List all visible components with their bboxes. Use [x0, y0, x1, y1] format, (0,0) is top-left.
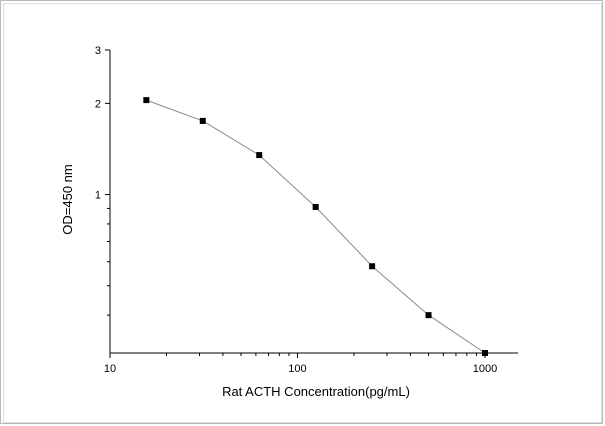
data-point	[312, 203, 319, 210]
data-point	[481, 350, 488, 356]
x-tick-label: 1000	[473, 363, 497, 375]
data-point	[369, 263, 376, 270]
chart-axes	[109, 50, 518, 354]
x-ticks: 10 100 1000	[104, 353, 497, 375]
y-tick-label: 2	[95, 98, 101, 110]
y-axis-title: OD=450 nm	[60, 164, 75, 234]
x-axis-title: Rat ACTH Concentration(pg/mL)	[222, 384, 410, 399]
x-tick-label: 100	[288, 363, 306, 375]
y-tick-label: 1	[95, 190, 101, 202]
x-tick-label: 10	[104, 363, 116, 375]
data-point	[256, 152, 263, 159]
data-point	[199, 117, 206, 124]
series-line	[146, 99, 486, 354]
data-point	[425, 312, 432, 319]
chart-frame-inner	[3, 3, 602, 423]
series-points	[143, 97, 488, 356]
y-ticks: 1 2 3	[95, 45, 110, 316]
data-point	[143, 97, 150, 104]
y-tick-label: 3	[95, 45, 101, 57]
